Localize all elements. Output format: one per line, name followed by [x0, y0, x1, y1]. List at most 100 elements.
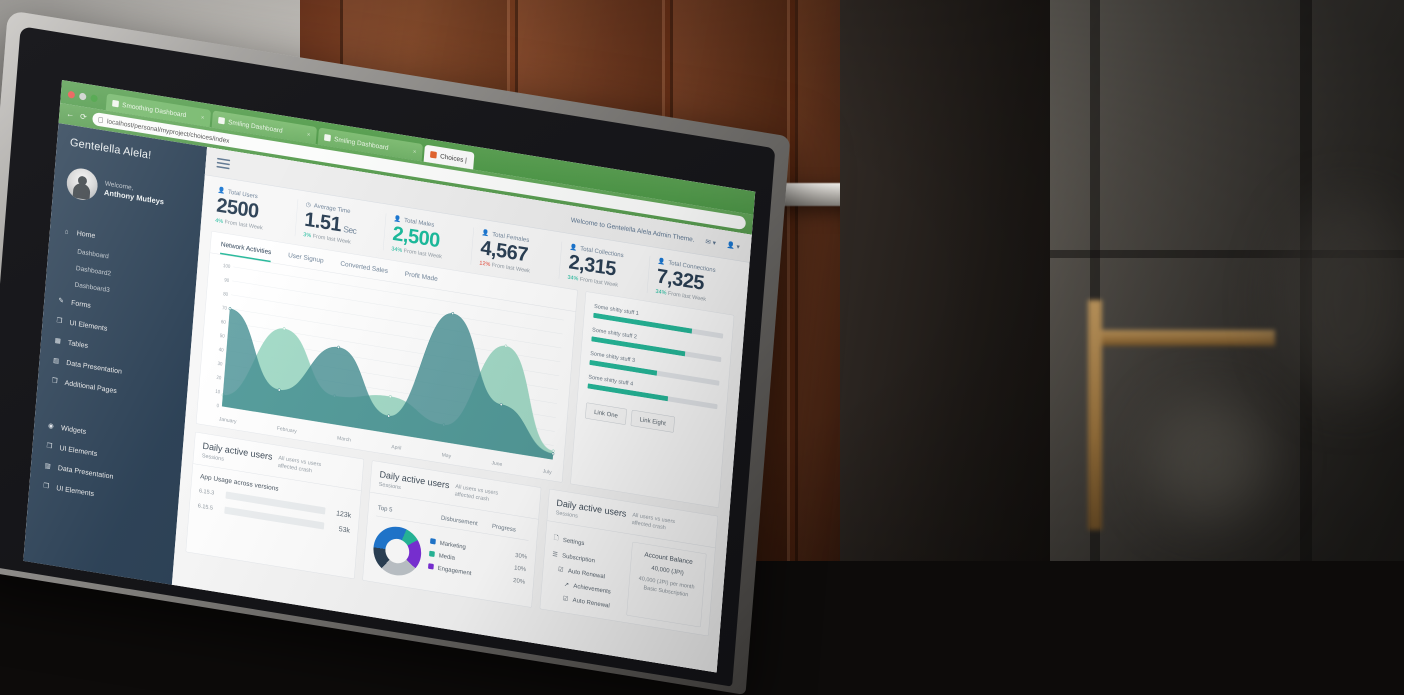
- close-tab-icon[interactable]: ×: [412, 147, 417, 156]
- usage-value: 53k: [338, 524, 351, 535]
- stat-delta-percent: 34%: [567, 274, 579, 282]
- trending-icon: ↗: [563, 580, 570, 589]
- back-arrow-icon[interactable]: ←: [65, 109, 75, 120]
- clone-icon: ❐: [51, 376, 58, 385]
- shelf-board: [1095, 330, 1275, 346]
- user-icon[interactable]: 👤 ▾: [726, 240, 741, 251]
- svg-text:50: 50: [220, 333, 226, 339]
- check-square-icon: ☑: [562, 594, 569, 603]
- x-tick-label: July: [542, 468, 552, 476]
- sidebar-item-label: Dashboard3: [74, 280, 111, 294]
- version-label: 6.15.3: [198, 487, 215, 497]
- home-icon: ⌂: [64, 226, 69, 236]
- card-note: All users vs users affected crash: [631, 511, 676, 531]
- stat-delta-percent: 3%: [303, 231, 312, 239]
- area-chart: 100 90 80 70 60 50 40 30 20 10 0: [197, 253, 575, 470]
- glass-frame-mullion: [1090, 0, 1100, 561]
- close-tab-icon[interactable]: ×: [306, 130, 311, 139]
- sidebar-item-label: Data Presentation: [66, 358, 123, 376]
- minimize-window-button[interactable]: [78, 92, 87, 101]
- stat-tile-unit: Sec: [342, 224, 357, 236]
- network-activities-panel: Network Activities User Signup Converted…: [195, 230, 578, 483]
- stat-delta-percent: 34%: [391, 245, 403, 254]
- svg-text:70: 70: [222, 305, 228, 311]
- file-icon: 🗋: [553, 533, 559, 542]
- x-tick-label: May: [441, 452, 452, 460]
- card-disbursement: Daily active users Sessions All users vs…: [362, 460, 542, 608]
- x-tick-label: March: [336, 435, 352, 444]
- list-icon: ☰: [552, 550, 559, 559]
- stat-delta-percent: 4%: [214, 217, 224, 225]
- background-dark-wall: [840, 0, 1070, 561]
- background-blur-object: [1150, 400, 1270, 520]
- maximize-window-button[interactable]: [90, 94, 98, 103]
- settings-item-label: Settings: [562, 535, 585, 547]
- link-eight-button[interactable]: Link Eight: [630, 409, 675, 433]
- sidebar-item-label: Widgets: [60, 423, 87, 436]
- page-icon: [112, 99, 120, 108]
- sidebar-item-label: Dashboard2: [75, 263, 112, 278]
- version-label: 6.15.5: [197, 502, 214, 512]
- reload-icon[interactable]: ⟳: [79, 112, 88, 122]
- sidebar-nav-primary: ⌂ Home Dashboard Dashboard2 Dashboard3: [37, 218, 199, 412]
- card-note: All users vs users affected crash: [277, 454, 322, 474]
- envelope-icon[interactable]: ✉ ▾: [705, 237, 717, 247]
- card-settings: Daily active users Sessions All users vs…: [539, 488, 719, 637]
- close-window-button[interactable]: [67, 90, 76, 99]
- avatar: [65, 166, 99, 203]
- legend-percent: 30%: [514, 551, 528, 561]
- svg-text:60: 60: [221, 319, 227, 325]
- sidebar-item-label: Forms: [70, 298, 92, 310]
- windows-icon: ❒: [56, 316, 63, 325]
- lock-icon: [98, 116, 104, 123]
- svg-text:40: 40: [219, 347, 225, 353]
- card-app-usage: Daily active users Sessions All users vs…: [185, 431, 365, 580]
- legend-percent: 20%: [512, 576, 526, 586]
- card-note: All users vs users affected crash: [454, 483, 499, 503]
- sidebar-item-label: UI Elements: [55, 483, 95, 498]
- background-blur-object: [1280, 200, 1404, 400]
- sidebar-item-label: UI Elements: [59, 443, 98, 458]
- main-content: Welcome to Gentelella Alela Admin Theme.…: [171, 147, 752, 673]
- laptop: Smoothing Dashboard × Smiling Dashboard …: [0, 0, 1000, 561]
- close-tab-icon[interactable]: ×: [200, 113, 205, 122]
- account-balance-sub: 40,000 (JPI) per month Basic Subscriptio…: [634, 574, 699, 601]
- browser-tab-title: Choices |: [439, 151, 468, 164]
- svg-text:10: 10: [215, 388, 221, 394]
- sidebar-item-label: Data Presentation: [57, 463, 114, 481]
- sidebar-item-label: Additional Pages: [64, 378, 118, 395]
- sidebar-item-label: Dashboard: [77, 247, 110, 260]
- bullseye-icon: ◉: [47, 421, 55, 430]
- settings-list: 🗋 Settings ☰ Subscription ☑: [548, 529, 625, 614]
- svg-text:20: 20: [216, 375, 222, 381]
- settings-split: 🗋 Settings ☰ Subscription ☑: [548, 529, 707, 628]
- x-tick-label: January: [218, 416, 237, 425]
- svg-text:30: 30: [217, 361, 223, 367]
- account-balance-panel: Account Balance 40,000 (JPI) 40,000 (JPI…: [626, 541, 707, 628]
- hamburger-icon[interactable]: [216, 155, 231, 172]
- stat-delta-percent: 12%: [479, 259, 491, 268]
- usage-value: 123k: [335, 508, 352, 520]
- sidebar-item-label: Tables: [67, 338, 89, 350]
- check-square-icon: ☑: [557, 565, 564, 574]
- legend-percent: 10%: [513, 563, 527, 573]
- bar-chart-icon: ▥: [44, 461, 52, 470]
- svg-text:80: 80: [223, 291, 229, 297]
- bar-chart-icon: ▥: [52, 356, 60, 365]
- browser-tab-title: Smiling Dashboard: [227, 117, 283, 135]
- page-icon: [218, 116, 226, 125]
- edit-icon: ✎: [58, 296, 65, 305]
- legend-swatch: [430, 538, 437, 545]
- legend-swatch: [428, 563, 435, 570]
- glass-frame-rail: [1050, 250, 1404, 258]
- link-one-button[interactable]: Link One: [585, 402, 627, 425]
- svg-text:90: 90: [224, 277, 230, 283]
- windows-icon: ❒: [46, 441, 53, 450]
- stat-delta-percent: 34%: [655, 288, 667, 297]
- settings-item-label: Auto Renewal: [572, 596, 610, 610]
- table-icon: ▦: [54, 336, 62, 345]
- progress-panel: Some shitty stuff 1 Some shitty stuff 2: [570, 291, 735, 508]
- donut-chart: [371, 523, 424, 579]
- app-icon: [429, 150, 437, 159]
